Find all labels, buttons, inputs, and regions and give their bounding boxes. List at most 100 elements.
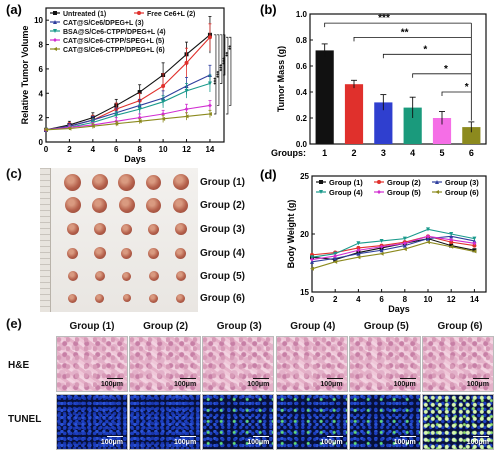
body-weight-chart: (d) 0 2 4 6 8 10 12 14 15 20 25 Days Body Weight (g)… (260, 167, 487, 314)
y-axis-label: Tumor Mass (g) (276, 46, 286, 112)
data-point (379, 238, 384, 243)
y-tick-label: 2 (39, 114, 44, 123)
legend-label: Group (6) (445, 188, 479, 197)
legend-marker (319, 190, 323, 194)
photo-group-label: Group (6) (200, 293, 245, 304)
data-point (449, 237, 454, 242)
significance-bracket (213, 34, 217, 115)
tumor-sample (149, 293, 158, 303)
significance-bracket (216, 34, 220, 106)
data-point (449, 240, 454, 245)
data-point (356, 245, 361, 250)
legend-label: Untreated (1) (63, 11, 106, 18)
tumor-sample (66, 223, 79, 235)
significance-bracket (353, 37, 472, 42)
histology-group-header: Group (2) (143, 321, 189, 332)
scale-bar (253, 377, 270, 379)
tunel-image-row: 100μm 100μm 100μm 100μm 100μm 100μm (56, 394, 494, 450)
legend-label: CAT@S/Ce6-CTPP/SPEG+L (5) (63, 38, 164, 45)
y-tick-label: 25 (300, 172, 309, 181)
legend-label: CAT@S/Ce6-CTPP/DPEG+L (6) (63, 47, 165, 54)
legend-marker (377, 190, 381, 194)
data-point (402, 241, 407, 246)
significance-bracket (225, 36, 229, 115)
legend-label: Free Ce6+L (2) (147, 11, 195, 18)
data-point (114, 113, 119, 118)
tumor-sample (146, 174, 161, 190)
legend-label: Group (5) (387, 188, 421, 197)
scale-bar (326, 435, 343, 437)
tunel-stain-image: 100μm (348, 394, 421, 450)
data-point (449, 243, 454, 248)
y-tick-label: 10 (34, 16, 43, 25)
y-tick-label: 0.8 (296, 36, 308, 45)
scale-bar (399, 435, 416, 437)
legend-marker (53, 38, 57, 42)
legend-marker (137, 11, 141, 15)
y-tick-label: 6 (39, 65, 44, 74)
data-point (184, 107, 189, 112)
data-point (137, 119, 142, 124)
legend-label: BSA@S/Ce6-CTPP/DPEG+L (4) (63, 29, 166, 36)
legend-marker (435, 190, 439, 194)
significance-bracket (228, 36, 232, 106)
tumor-sample (64, 173, 81, 191)
x-tick-label: 0 (44, 145, 49, 154)
data-point (184, 88, 189, 93)
x-tick-label: 6 (379, 295, 384, 304)
tumor-sample (67, 247, 78, 259)
scale-label: 100μm (100, 439, 123, 446)
tunel-stain-image: 100μm (275, 394, 348, 450)
significance-bracket (222, 34, 226, 76)
data-point (472, 243, 477, 248)
y-tick-label: 0 (39, 138, 44, 147)
data-point (137, 90, 142, 95)
data-point (161, 116, 166, 121)
panel-label-b: (b) (260, 2, 277, 17)
tumor-sample (67, 271, 78, 281)
y-tick-label: 0.4 (296, 88, 308, 97)
scale-bar (472, 435, 489, 437)
x-tick-label: 8 (137, 145, 142, 154)
data-point (356, 248, 361, 253)
he-stain-image: 100μm (129, 336, 202, 392)
tumor-sample (64, 197, 81, 213)
tumor-sample (118, 173, 135, 191)
data-point (472, 238, 477, 243)
data-point (90, 124, 95, 129)
tumor-sample (175, 247, 186, 259)
significance-label: *** (223, 57, 229, 65)
data-point (356, 251, 361, 256)
x-tick-label: 1 (322, 148, 327, 158)
scale-label: 100μm (393, 381, 416, 388)
data-point (310, 257, 314, 262)
data-point (472, 236, 477, 241)
data-point (356, 255, 361, 260)
histology-group-header: Group (3) (216, 321, 262, 332)
scale-bar (107, 435, 123, 437)
scale-label: 100μm (100, 381, 123, 388)
x-tick-label: 5 (439, 148, 444, 158)
x-tick-label: 6 (114, 145, 119, 154)
x-tick-label: 3 (381, 148, 386, 158)
x-tick-label: 14 (470, 295, 479, 304)
tumor-sample (95, 293, 104, 303)
legend-marker (377, 180, 381, 184)
legend-label: Group (4) (329, 188, 363, 197)
scale-label: 100μm (320, 439, 343, 446)
legend-marker (435, 180, 439, 184)
he-row-label: H&E (8, 360, 30, 371)
data-point (67, 126, 72, 131)
panel-label-c: (c) (6, 166, 22, 181)
tunel-stain-image: 100μm (202, 394, 275, 450)
data-point (472, 249, 477, 254)
data-point (379, 244, 384, 249)
significance-label: *** (217, 70, 223, 78)
x-tick-label: 10 (159, 145, 168, 154)
photo-group-label: Group (4) (200, 248, 245, 259)
tumor-sample (92, 197, 107, 213)
data-point (333, 256, 338, 261)
data-point (449, 234, 454, 239)
data-point (310, 259, 314, 264)
data-point (184, 114, 189, 119)
